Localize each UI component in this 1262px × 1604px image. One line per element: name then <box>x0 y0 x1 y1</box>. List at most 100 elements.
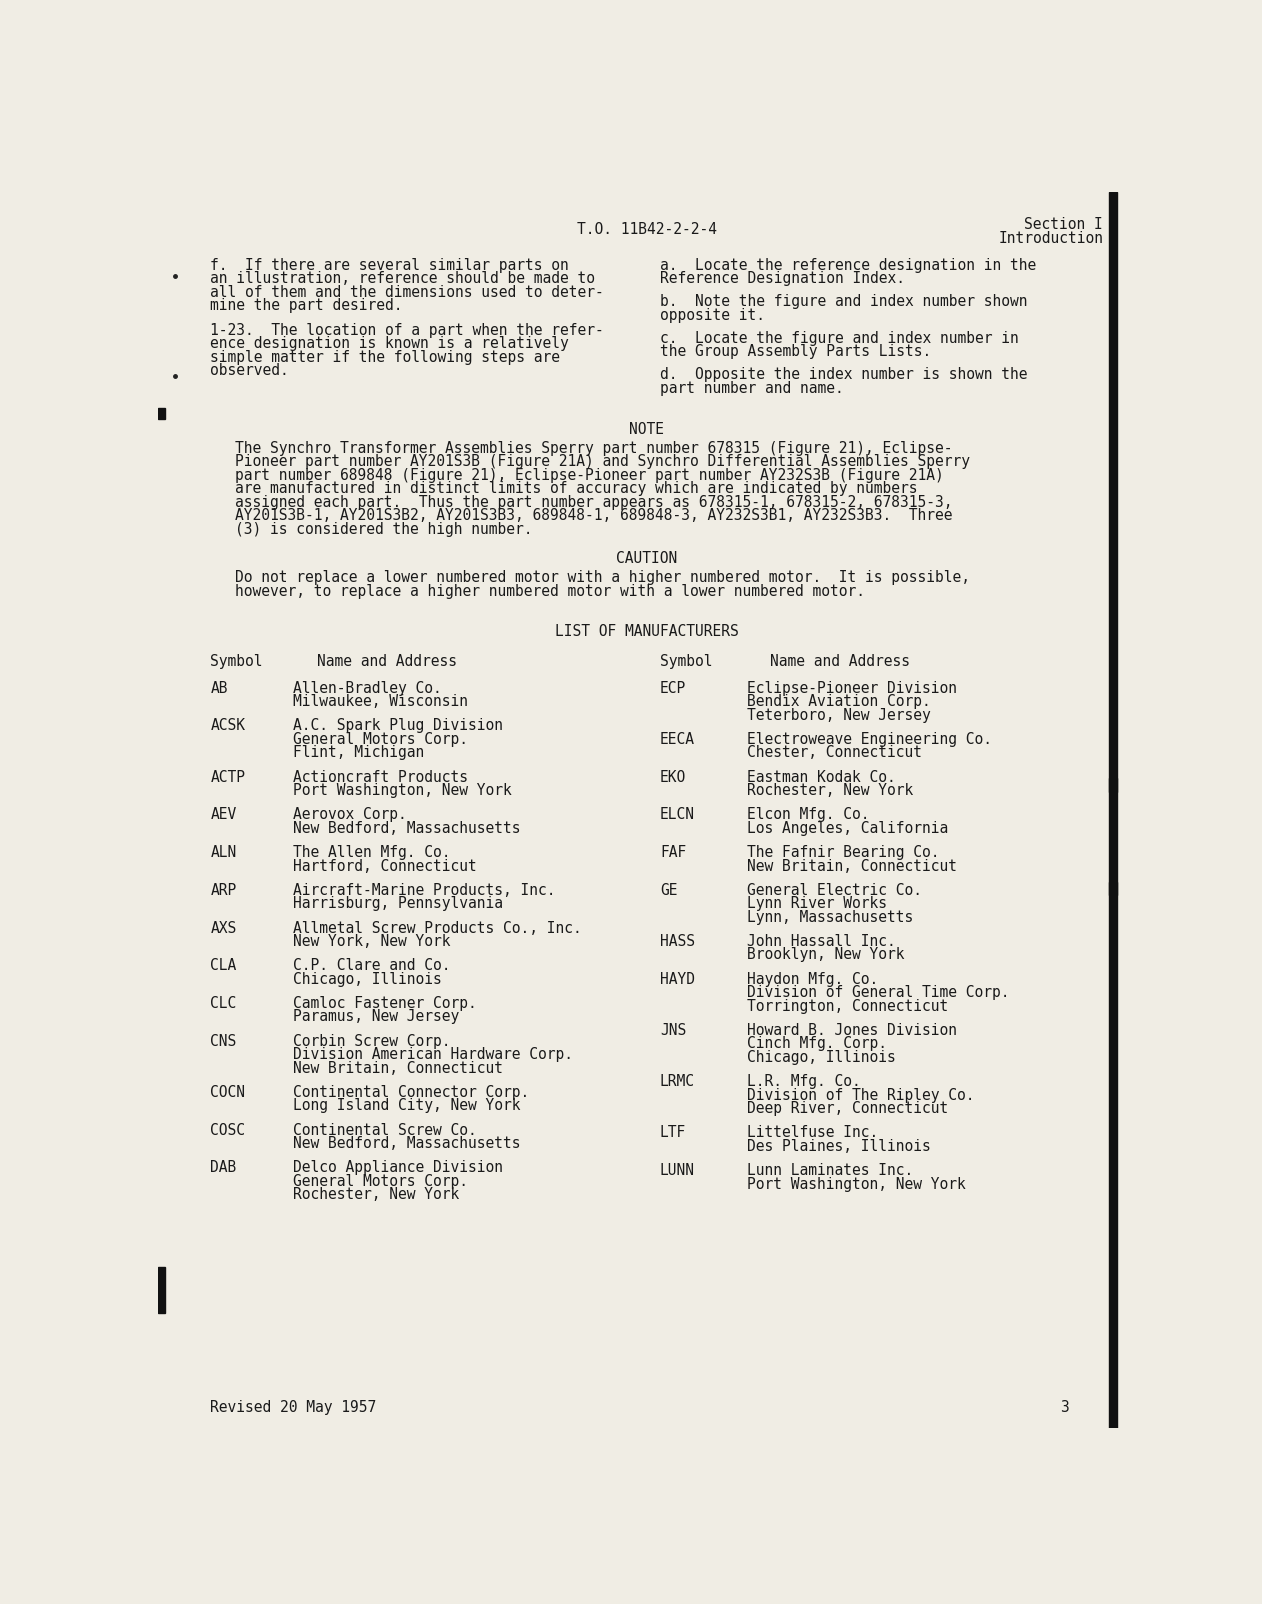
Text: Howard B. Jones Division: Howard B. Jones Division <box>747 1023 957 1038</box>
Text: Milwaukee, Wisconsin: Milwaukee, Wisconsin <box>293 695 468 709</box>
Text: Pioneer part number AY201S3B (Figure 21A) and Synchro Differential Assemblies Sp: Pioneer part number AY201S3B (Figure 21A… <box>235 454 970 470</box>
Text: GE: GE <box>660 882 678 898</box>
Text: The Synchro Transformer Assemblies Sperry part number 678315 (Figure 21), Eclips: The Synchro Transformer Assemblies Sperr… <box>235 441 953 456</box>
Text: Do not replace a lower numbered motor with a higher numbered motor.  It is possi: Do not replace a lower numbered motor wi… <box>235 569 970 585</box>
Text: General Electric Co.: General Electric Co. <box>747 882 921 898</box>
Text: Rochester, New York: Rochester, New York <box>747 783 912 799</box>
Text: 1-23.  The location of a part when the refer-: 1-23. The location of a part when the re… <box>211 322 604 337</box>
Text: an illustration, reference should be made to: an illustration, reference should be mad… <box>211 271 596 287</box>
Text: Division of General Time Corp.: Division of General Time Corp. <box>747 985 1010 1001</box>
Text: A.C. Spark Plug Division: A.C. Spark Plug Division <box>293 719 504 733</box>
Text: Port Washington, New York: Port Washington, New York <box>293 783 512 799</box>
Text: HASS: HASS <box>660 934 695 950</box>
Text: Littelfuse Inc.: Littelfuse Inc. <box>747 1126 878 1140</box>
Text: Delco Appliance Division: Delco Appliance Division <box>293 1160 504 1176</box>
Text: Allen-Bradley Co.: Allen-Bradley Co. <box>293 680 442 696</box>
Text: The Allen Mfg. Co.: The Allen Mfg. Co. <box>293 845 451 860</box>
Text: Reference Designation Index.: Reference Designation Index. <box>660 271 905 287</box>
Text: HAYD: HAYD <box>660 972 695 986</box>
Text: Elcon Mfg. Co.: Elcon Mfg. Co. <box>747 807 870 823</box>
Text: EECA: EECA <box>660 731 695 747</box>
Text: ACTP: ACTP <box>211 770 245 784</box>
Text: AB: AB <box>211 680 228 696</box>
Text: COSC: COSC <box>211 1123 245 1137</box>
Text: Flint, Michigan: Flint, Michigan <box>293 746 424 760</box>
Text: ARP: ARP <box>211 882 237 898</box>
Text: T.O. 11B42-2-2-4: T.O. 11B42-2-2-4 <box>577 221 717 237</box>
Text: Chicago, Illinois: Chicago, Illinois <box>747 1051 896 1065</box>
Bar <box>1109 882 1117 895</box>
Text: f.  If there are several similar parts on: f. If there are several similar parts on <box>211 258 569 273</box>
Text: Harrisburg, Pennsylvania: Harrisburg, Pennsylvania <box>293 897 504 911</box>
Text: opposite it.: opposite it. <box>660 308 765 322</box>
Text: NOTE: NOTE <box>630 422 664 436</box>
Text: Deep River, Connecticut: Deep River, Connecticut <box>747 1100 948 1116</box>
Text: Brooklyn, New York: Brooklyn, New York <box>747 948 905 962</box>
Text: LTF: LTF <box>660 1126 687 1140</box>
Text: the Group Assembly Parts Lists.: the Group Assembly Parts Lists. <box>660 345 931 359</box>
Text: Corbin Screw Corp.: Corbin Screw Corp. <box>293 1033 451 1049</box>
Text: COCN: COCN <box>211 1084 245 1100</box>
Text: Aerovox Corp.: Aerovox Corp. <box>293 807 408 823</box>
Text: assigned each part.  Thus the part number appears as 678315-1, 678315-2, 678315-: assigned each part. Thus the part number… <box>235 494 953 510</box>
Text: mine the part desired.: mine the part desired. <box>211 298 403 313</box>
Text: Los Angeles, California: Los Angeles, California <box>747 821 948 836</box>
Text: DAB: DAB <box>211 1160 237 1176</box>
Text: EKO: EKO <box>660 770 687 784</box>
Text: Symbol: Symbol <box>660 654 713 669</box>
Text: New Britain, Connecticut: New Britain, Connecticut <box>747 858 957 874</box>
Text: simple matter if the following steps are: simple matter if the following steps are <box>211 350 560 364</box>
Text: New Britain, Connecticut: New Britain, Connecticut <box>293 1060 504 1076</box>
Text: however, to replace a higher numbered motor with a lower numbered motor.: however, to replace a higher numbered mo… <box>235 584 866 598</box>
Text: CNS: CNS <box>211 1033 237 1049</box>
Text: ence designation is known is a relatively: ence designation is known is a relativel… <box>211 337 569 351</box>
Text: Electroweave Engineering Co.: Electroweave Engineering Co. <box>747 731 992 747</box>
Text: (3) is considered the high number.: (3) is considered the high number. <box>235 521 533 537</box>
Text: ELCN: ELCN <box>660 807 695 823</box>
Text: Revised 20 May 1957: Revised 20 May 1957 <box>211 1400 376 1415</box>
Text: Actioncraft Products: Actioncraft Products <box>293 770 468 784</box>
Text: Name and Address: Name and Address <box>317 654 457 669</box>
Text: all of them and the dimensions used to deter-: all of them and the dimensions used to d… <box>211 286 604 300</box>
Text: Eclipse-Pioneer Division: Eclipse-Pioneer Division <box>747 680 957 696</box>
Text: AEV: AEV <box>211 807 237 823</box>
Text: Division of The Ripley Co.: Division of The Ripley Co. <box>747 1088 974 1102</box>
Text: part number 689848 (Figure 21), Eclipse-Pioneer part number AY232S3B (Figure 21A: part number 689848 (Figure 21), Eclipse-… <box>235 468 944 483</box>
Text: Bendix Aviation Corp.: Bendix Aviation Corp. <box>747 695 930 709</box>
Text: Allmetal Screw Products Co., Inc.: Allmetal Screw Products Co., Inc. <box>293 921 582 935</box>
Text: observed.: observed. <box>211 363 289 379</box>
Text: d.  Opposite the index number is shown the: d. Opposite the index number is shown th… <box>660 367 1027 382</box>
Text: CLA: CLA <box>211 958 237 974</box>
Text: Cinch Mfg. Corp.: Cinch Mfg. Corp. <box>747 1036 887 1051</box>
Text: Chester, Connecticut: Chester, Connecticut <box>747 746 921 760</box>
Text: Camloc Fastener Corp.: Camloc Fastener Corp. <box>293 996 477 1011</box>
Text: Lynn River Works: Lynn River Works <box>747 897 887 911</box>
Text: JNS: JNS <box>660 1023 687 1038</box>
Text: Haydon Mfg. Co.: Haydon Mfg. Co. <box>747 972 878 986</box>
Text: Name and Address: Name and Address <box>770 654 910 669</box>
Text: John Hassall Inc.: John Hassall Inc. <box>747 934 896 950</box>
Text: Lynn, Massachusetts: Lynn, Massachusetts <box>747 909 912 926</box>
Text: FAF: FAF <box>660 845 687 860</box>
Text: Division American Hardware Corp.: Division American Hardware Corp. <box>293 1047 573 1062</box>
Text: LUNN: LUNN <box>660 1163 695 1177</box>
Text: Paramus, New Jersey: Paramus, New Jersey <box>293 1009 459 1025</box>
Text: Des Plaines, Illinois: Des Plaines, Illinois <box>747 1139 930 1153</box>
Text: Rochester, New York: Rochester, New York <box>293 1187 459 1203</box>
Text: Continental Screw Co.: Continental Screw Co. <box>293 1123 477 1137</box>
Text: Aircraft-Marine Products, Inc.: Aircraft-Marine Products, Inc. <box>293 882 555 898</box>
Text: ACSK: ACSK <box>211 719 245 733</box>
Text: c.  Locate the figure and index number in: c. Locate the figure and index number in <box>660 330 1018 346</box>
Text: ECP: ECP <box>660 680 687 696</box>
Text: Port Washington, New York: Port Washington, New York <box>747 1177 965 1192</box>
Text: Chicago, Illinois: Chicago, Illinois <box>293 972 442 986</box>
Text: Symbol: Symbol <box>211 654 262 669</box>
Text: LIST OF MANUFACTURERS: LIST OF MANUFACTURERS <box>555 624 738 638</box>
Bar <box>1109 192 1117 1428</box>
Text: General Motors Corp.: General Motors Corp. <box>293 1174 468 1189</box>
Text: b.  Note the figure and index number shown: b. Note the figure and index number show… <box>660 294 1027 310</box>
Text: AY201S3B-1, AY201S3B2, AY201S3B3, 689848-1, 689848-3, AY232S3B1, AY232S3B3.  Thr: AY201S3B-1, AY201S3B2, AY201S3B3, 689848… <box>235 508 953 523</box>
Bar <box>1109 778 1117 791</box>
Text: Introduction: Introduction <box>998 231 1103 245</box>
Text: Section I: Section I <box>1025 217 1103 233</box>
